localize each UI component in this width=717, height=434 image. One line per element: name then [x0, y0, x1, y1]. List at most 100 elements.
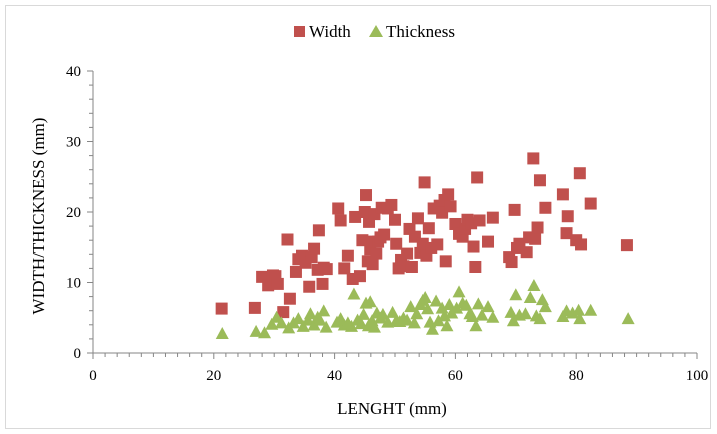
y-tick-label: 10 [66, 276, 81, 292]
y-tick-label: 30 [66, 135, 81, 151]
thickness-point [523, 291, 537, 304]
x-tick-label: 100 [686, 368, 709, 384]
x-tick-label: 40 [327, 368, 342, 384]
width-point [334, 214, 347, 227]
width-point [353, 270, 366, 283]
thickness-point [469, 319, 483, 332]
thickness-point [527, 279, 541, 292]
thickness-point [265, 317, 279, 330]
width-point [341, 249, 354, 262]
width-point [431, 238, 444, 251]
thickness-point [538, 300, 552, 313]
width-point [505, 256, 518, 269]
axes: 0 20 40 60 80 100 0 10 20 30 40 [66, 64, 708, 384]
legend-thickness-label: Thickness [386, 22, 455, 41]
width-point [482, 235, 495, 248]
thickness-point [518, 307, 532, 320]
thickness-point [425, 322, 439, 335]
thickness-point [459, 298, 473, 311]
width-point [508, 203, 521, 216]
thickness-point [504, 305, 518, 318]
width-point [473, 214, 486, 227]
width-point [486, 211, 499, 224]
width-point [389, 213, 401, 226]
width-point [449, 217, 462, 230]
thickness-point [317, 304, 331, 317]
thickness-point [400, 313, 414, 326]
thickness-point [418, 291, 432, 304]
x-tick-label: 20 [206, 368, 221, 384]
thickness-point [303, 307, 317, 320]
width-point [527, 152, 540, 165]
width-point [308, 242, 321, 255]
thickness-point [301, 313, 315, 326]
thickness-point [291, 312, 305, 325]
width-point [531, 221, 544, 234]
legend-width-label: Width [309, 22, 351, 41]
thickness-point [431, 314, 445, 327]
width-point [556, 188, 569, 201]
width-point [560, 227, 573, 240]
width-point [312, 224, 325, 237]
thickness-point [573, 312, 587, 325]
width-point [411, 212, 424, 225]
thickness-point [313, 313, 327, 326]
width-point [248, 301, 261, 314]
width-point [471, 171, 484, 184]
x-tick-label: 0 [89, 368, 97, 384]
thickness-point [354, 317, 368, 330]
thickness-point [347, 287, 361, 300]
width-point [338, 262, 351, 275]
thickness-point [452, 285, 466, 298]
thickness-point [481, 300, 495, 313]
thickness-point [584, 303, 598, 316]
width-point [289, 265, 302, 278]
width-point [469, 260, 482, 273]
width-point [401, 247, 414, 260]
thickness-point [440, 319, 454, 332]
thickness-point [572, 303, 586, 316]
width-point [332, 202, 345, 215]
data-points [215, 152, 635, 339]
width-point [358, 206, 371, 218]
legend-width-marker [294, 26, 305, 37]
thickness-point [345, 319, 359, 332]
width-point [444, 200, 457, 213]
x-tick-label: 80 [569, 368, 584, 384]
width-point [533, 174, 546, 187]
y-tick-label: 0 [74, 346, 82, 362]
width-point [349, 210, 362, 223]
width-point [620, 239, 633, 252]
width-point [283, 292, 296, 305]
width-point [390, 237, 403, 250]
width-point [584, 197, 597, 210]
thickness-point [533, 312, 547, 325]
width-point [370, 247, 383, 260]
width-point [405, 260, 418, 273]
width-point [520, 246, 533, 259]
thickness-point [450, 301, 464, 314]
legend-thickness-marker [369, 25, 383, 37]
thickness-point [319, 320, 333, 333]
width-point [366, 258, 379, 271]
thickness-point [363, 295, 377, 308]
y-tick-label: 40 [66, 64, 81, 80]
legend: Width Thickness [294, 22, 455, 41]
width-point [573, 167, 586, 180]
width-point [561, 210, 574, 223]
thickness-point [258, 326, 272, 339]
width-point [418, 176, 431, 189]
width-point [385, 198, 398, 211]
x-tick-label: 60 [448, 368, 463, 384]
width-point [442, 188, 455, 201]
thickness-point [471, 297, 485, 310]
thickness-point [465, 310, 479, 323]
width-point [262, 279, 275, 292]
thickness-point [421, 302, 435, 315]
thickness-point [249, 324, 263, 337]
width-point [281, 233, 294, 246]
thickness-point [486, 310, 500, 323]
y-axis-label: WIDTH/THICKNESS (mm) [29, 118, 48, 315]
width-point [356, 234, 369, 247]
thickness-point [435, 301, 449, 314]
